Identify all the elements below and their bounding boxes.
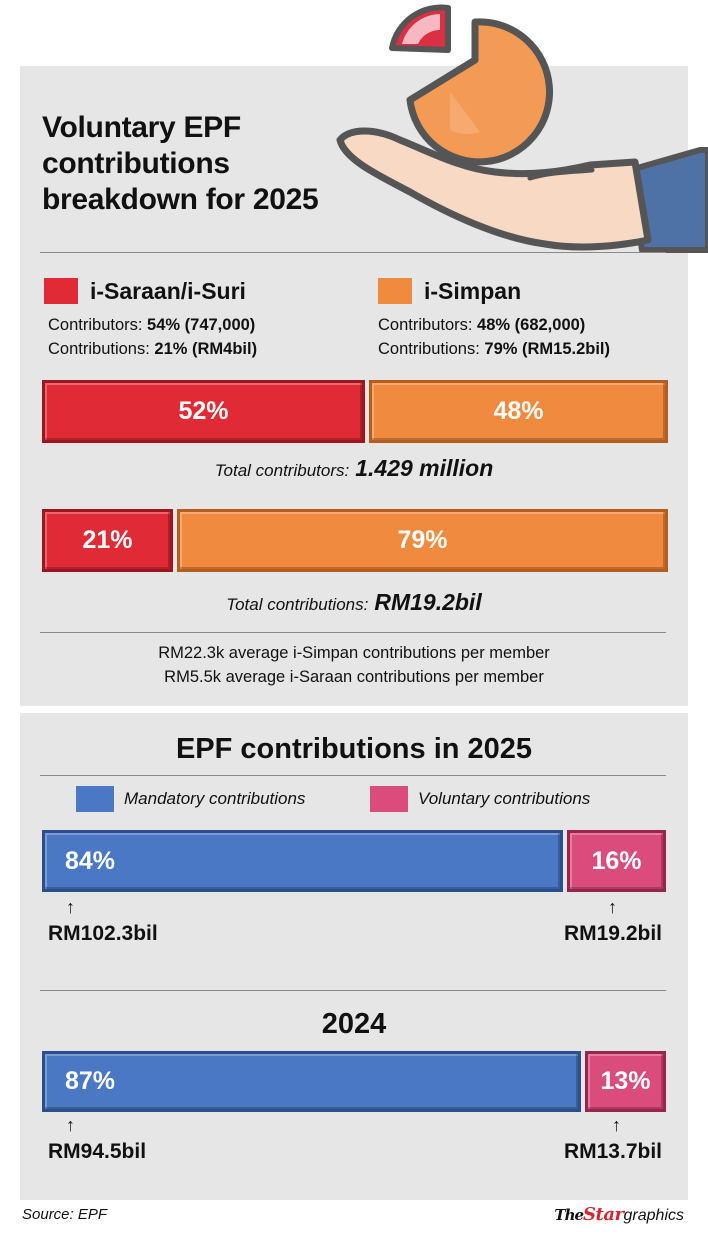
simpan-contributions-prefix: Contributions: [378, 340, 485, 358]
saraan-contributions-value: 21% (RM4bil) [154, 340, 258, 358]
logo-the: The [554, 1206, 584, 1224]
saraan-legend-swatch [44, 278, 78, 304]
total-contributions: Total contributions: RM19.2bil [20, 589, 688, 616]
voluntary-2024-bar: 13% [585, 1051, 666, 1112]
simpan-contributors-prefix: Contributors: [378, 316, 478, 334]
saraan-contributors-prefix: Contributors: [48, 316, 148, 334]
epf-title-divider [40, 775, 666, 776]
source-note: Source: EPF [22, 1206, 108, 1223]
year-divider [40, 990, 666, 991]
simpan-contributions-value: 79% (RM15.2bil) [484, 340, 611, 358]
voluntary-2025-amount: RM19.2bil [563, 922, 662, 945]
voluntary-2024-arrow: ↑ [612, 1115, 621, 1135]
saraan-contributions-prefix: Contributions: [48, 340, 155, 358]
contributors-simpan-bar: 48% [369, 380, 668, 443]
year-2024-title: 2024 [321, 1008, 387, 1040]
saraan-contributions: Contributions: 21% (RM4bil) [48, 340, 257, 359]
contributors-saraan-bar: 52% [42, 380, 365, 443]
page-title: Voluntary EPF contributions breakdown fo… [42, 111, 319, 216]
epf-contributions-panel [20, 713, 688, 1200]
mandatory-legend-swatch [76, 786, 114, 812]
mandatory-2024-arrow: ↑ [66, 1115, 75, 1135]
simpan-contributions: Contributions: 79% (RM15.2bil) [378, 340, 610, 359]
voluntary-2024-amount: RM13.7bil [563, 1140, 662, 1163]
avg-saraan-text: RM5.5k average i-Saraan contributions pe… [164, 668, 544, 686]
logo-star: Star [583, 1204, 624, 1225]
avg-simpan-text: RM22.3k average i-Simpan contributions p… [158, 644, 550, 662]
title-divider [40, 252, 666, 253]
voluntary-2025-arrow: ↑ [608, 897, 617, 917]
mandatory-2024-bar: 87% [42, 1051, 581, 1112]
saraan-contributors: Contributors: 54% (747,000) [48, 316, 255, 335]
hand-pie-chart-icon [336, 4, 708, 253]
simpan-contributors-value: 48% (682,000) [477, 316, 586, 334]
total-contributors: Total contributors: 1.429 million [20, 455, 688, 482]
total-contributors-value: 1.429 million [355, 455, 494, 481]
simpan-legend-swatch [378, 278, 412, 304]
epf-section-title: EPF contributions in 2025 [175, 733, 533, 765]
logo-graphics: graphics [623, 1207, 684, 1224]
contributions-simpan-bar: 79% [177, 509, 668, 572]
total-contributions-value: RM19.2bil [374, 589, 482, 615]
contributions-saraan-bar: 21% [42, 509, 173, 572]
simpan-legend-label: i-Simpan [424, 278, 522, 304]
saraan-contributors-value: 54% (747,000) [147, 316, 256, 334]
voluntary-legend-swatch [370, 786, 408, 812]
mandatory-2025-arrow: ↑ [66, 897, 75, 917]
voluntary-legend-label: Voluntary contributions [418, 789, 591, 808]
star-graphics-logo: TheStargraphics [554, 1204, 684, 1225]
mandatory-2025-bar: 84% [42, 830, 563, 892]
simpan-contributors: Contributors: 48% (682,000) [378, 316, 585, 335]
mandatory-legend-label: Mandatory contributions [124, 789, 306, 808]
mandatory-2025-amount: RM102.3bil [48, 922, 158, 945]
avg-divider [40, 632, 666, 633]
total-contributors-label: Total contributors: [214, 461, 350, 480]
saraan-legend-label: i-Saraan/i-Suri [90, 278, 246, 304]
mandatory-2024-amount: RM94.5bil [48, 1140, 147, 1163]
voluntary-2025-bar: 16% [567, 830, 666, 892]
total-contributions-label: Total contributions: [226, 595, 369, 614]
